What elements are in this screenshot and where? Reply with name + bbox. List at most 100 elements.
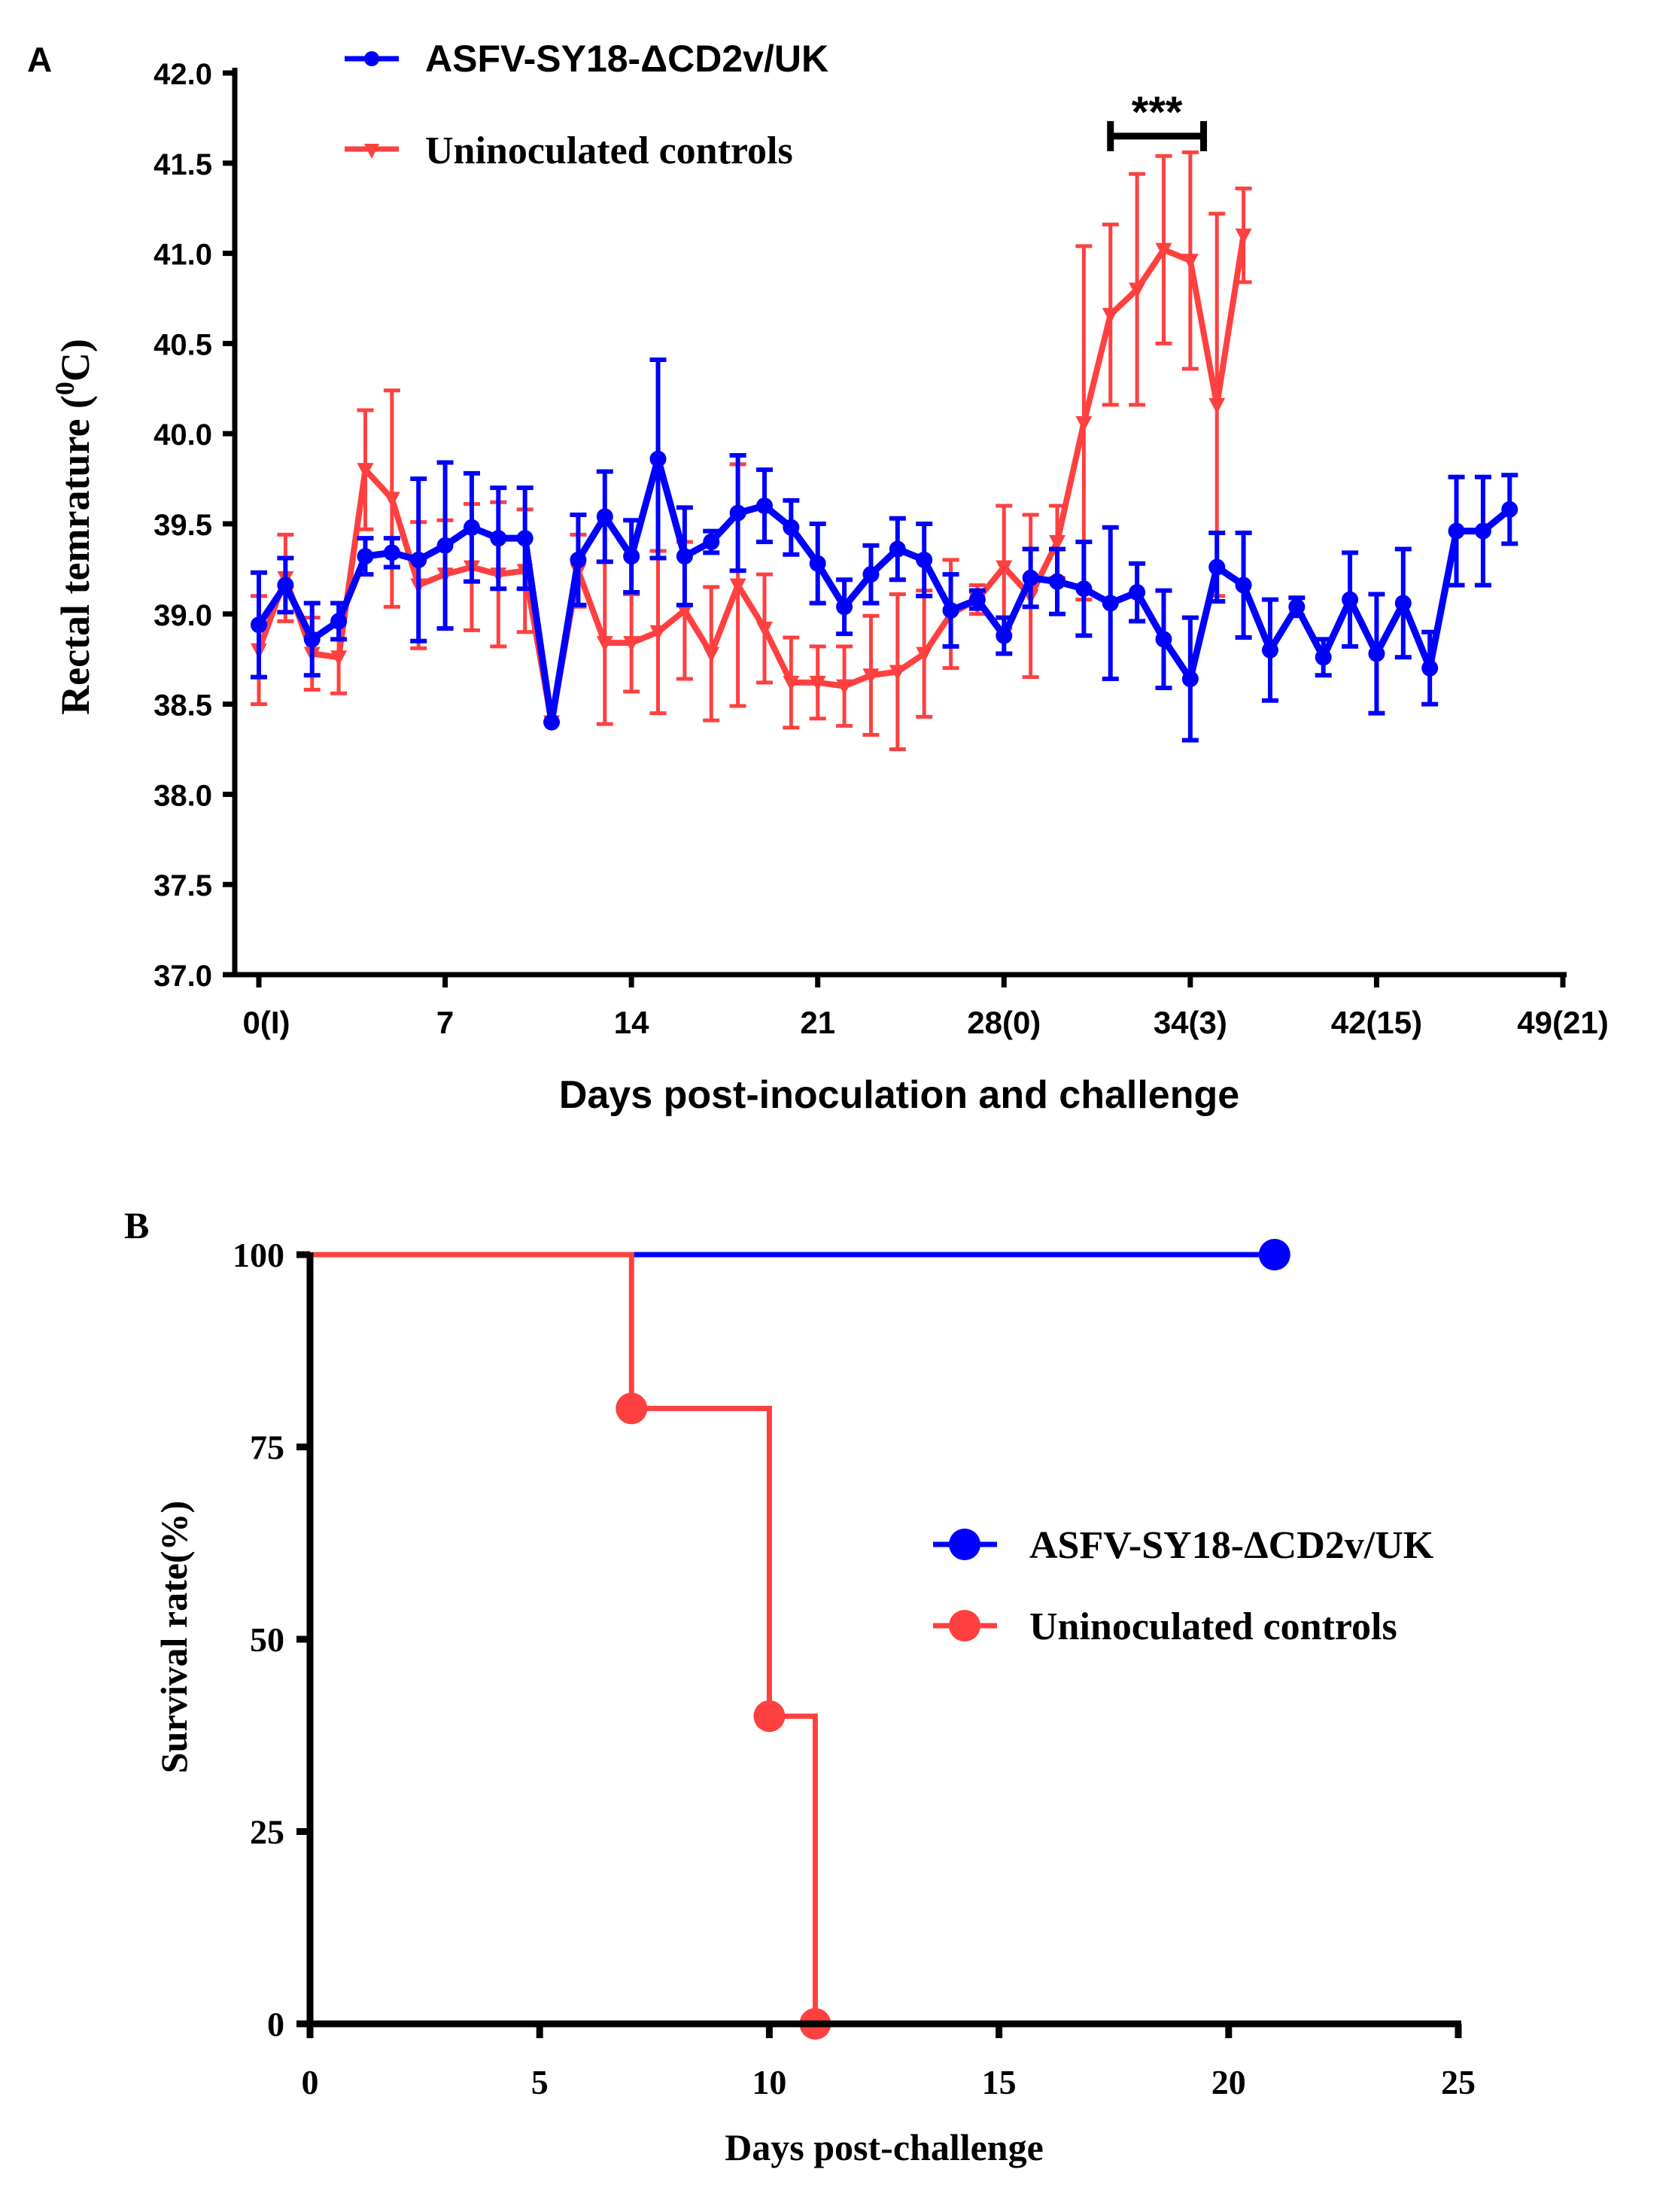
legend-item-controls: Uninoculated controls: [933, 1605, 1397, 1648]
data-point: [357, 548, 374, 565]
data-point: [303, 631, 321, 648]
data-point: [1315, 649, 1332, 666]
data-point: [836, 598, 853, 616]
series-asfv: [251, 357, 1518, 743]
data-point: [755, 621, 773, 637]
data-point: [703, 647, 720, 663]
data-point: [649, 625, 667, 641]
data-point: [649, 450, 667, 467]
panel-a-temperature-chart: A 37.0 37.5 38.0 38.5 39.0 39.5 40.0 40.5 41.0 41…: [27, 38, 1609, 1117]
data-point: [616, 1392, 648, 1425]
y-tick-label: 38.0: [154, 779, 212, 812]
circle-marker-icon: [364, 51, 379, 66]
data-point: [1181, 254, 1199, 270]
legend-item-asfv: ASFV-SY18-ΔCD2v/UK: [933, 1524, 1434, 1567]
y-tick-label: 100: [233, 1236, 284, 1274]
legend-a: ASFV-SY18-ΔCD2v/UK Uninoculated controls: [345, 38, 828, 172]
data-point: [383, 544, 400, 561]
y-tick-label: 39.0: [154, 599, 212, 632]
data-point: [1235, 228, 1252, 245]
data-point: [783, 519, 800, 536]
x-tick-label: 49(21): [1517, 1005, 1608, 1040]
data-point: [942, 602, 959, 619]
data-point: [1102, 595, 1119, 612]
data-point: [1075, 580, 1093, 598]
data-point: [1181, 671, 1199, 688]
data-point: [490, 530, 507, 547]
x-tick-label: 0(I): [243, 1005, 290, 1040]
data-point: [755, 497, 773, 515]
data-point: [862, 668, 880, 685]
data-point: [1261, 641, 1278, 659]
x-tick-label: 20: [1211, 2063, 1246, 2101]
data-point: [862, 566, 880, 583]
y-tick-label: 0: [267, 2005, 284, 2043]
data-point: [330, 613, 348, 630]
data-point: [1208, 558, 1226, 576]
x-tick-label: 0: [302, 2063, 319, 2101]
significance-bracket: ***: [1107, 88, 1208, 151]
y-axis-label: Rectal temrature (0C): [50, 339, 98, 715]
x-tick-label: 5: [531, 2063, 549, 2101]
legend-item-controls: Uninoculated controls: [345, 129, 793, 172]
legend-label-controls: Uninoculated controls: [1029, 1605, 1397, 1648]
x-tick-label: 42(15): [1331, 1005, 1422, 1040]
data-point: [516, 530, 533, 547]
y-axis-label: Survival rate(%): [153, 1501, 195, 1773]
data-point: [836, 679, 853, 695]
data-point: [436, 537, 454, 554]
data-point: [889, 665, 906, 681]
data-point: [251, 616, 267, 634]
series-controls: [310, 1252, 831, 2040]
series-line: [256, 235, 1247, 726]
triangle-marker-icon: [364, 144, 379, 159]
data-point: [968, 591, 986, 608]
data-point: [996, 560, 1013, 577]
x-tick-label: 15: [982, 2063, 1017, 2101]
y-tick-label: 50: [250, 1620, 284, 1659]
legend-label-asfv: ASFV-SY18-ΔCD2v/UK: [425, 38, 828, 80]
data-point: [996, 627, 1013, 644]
y-tick-label: 37.0: [154, 960, 212, 993]
data-point: [729, 578, 746, 595]
y-tick-label: 42.0: [154, 58, 212, 91]
data-point: [1155, 242, 1172, 259]
x-axis-label: Days post-challenge: [725, 2126, 1044, 2168]
data-point: [410, 551, 427, 568]
data-point: [570, 551, 587, 568]
data-point: [1474, 522, 1491, 540]
y-tick-label: 41.5: [154, 148, 212, 181]
data-point: [1288, 598, 1306, 616]
legend-b: ASFV-SY18-ΔCD2v/UK Uninoculated controls: [933, 1524, 1434, 1648]
data-point: [596, 636, 613, 653]
data-point: [1129, 584, 1146, 601]
data-point: [783, 675, 800, 692]
y-tick-label: 40.0: [154, 418, 212, 452]
data-point: [729, 504, 746, 522]
data-point: [623, 636, 640, 653]
x-tick-label: 25: [1441, 2063, 1476, 2101]
data-point: [383, 491, 400, 508]
x-tick-label: 28(0): [967, 1005, 1041, 1040]
data-point: [1394, 595, 1412, 612]
x-tick-label: 14: [614, 1005, 649, 1040]
data-point: [1421, 659, 1439, 677]
data-point: [623, 548, 640, 565]
x-tick-label: 10: [752, 2063, 786, 2101]
circle-marker-icon: [949, 1529, 980, 1560]
legend-item-asfv: ASFV-SY18-ΔCD2v/UK: [345, 38, 828, 80]
y-tick-label: 37.5: [154, 869, 212, 902]
significance-stars: ***: [1132, 88, 1183, 137]
data-point: [676, 548, 693, 565]
data-point: [1049, 534, 1066, 551]
data-point: [809, 675, 826, 692]
data-point: [916, 551, 933, 568]
data-point: [916, 647, 933, 663]
data-point: [1208, 397, 1226, 414]
y-tick-label: 39.5: [154, 509, 212, 542]
data-point: [1342, 591, 1359, 608]
survival-step-line: [310, 1252, 818, 2024]
y-tick-label: 40.5: [154, 328, 212, 361]
data-point: [889, 540, 906, 558]
